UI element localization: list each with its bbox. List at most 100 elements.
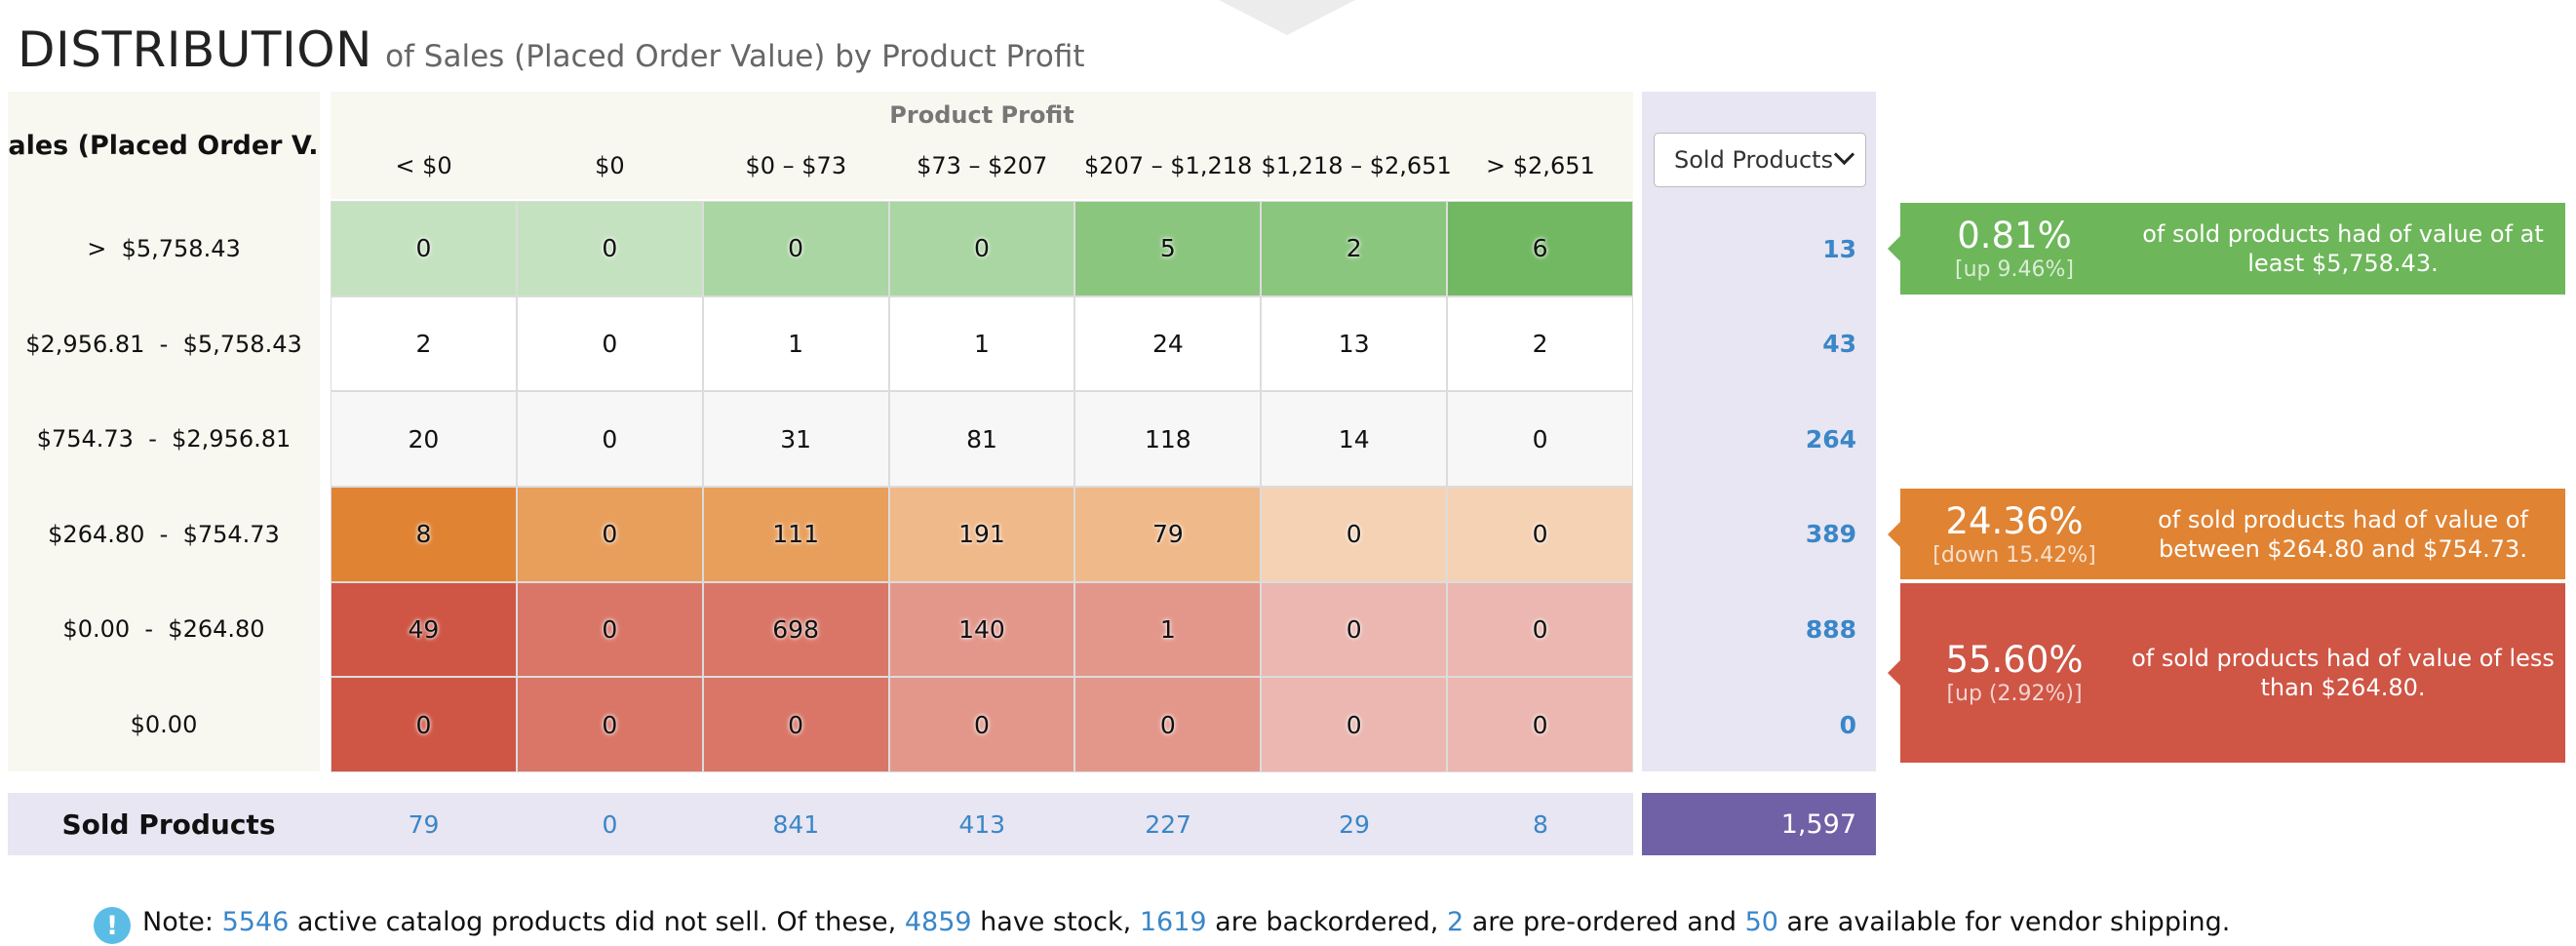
matrix-cell[interactable]: 81 [889, 392, 1074, 486]
column-header: > $2,651 [1486, 152, 1595, 179]
row-axis-header: Sales (Placed Order V... [8, 130, 320, 161]
matrix-cell[interactable]: 0 [517, 582, 702, 677]
total-metric-select-value: Sold Products [1674, 146, 1834, 174]
footer-column-total[interactable]: 0 [602, 809, 618, 839]
column-header: $0 [595, 152, 625, 179]
matrix-cell[interactable]: 0 [703, 202, 888, 296]
matrix-cell[interactable]: 111 [703, 487, 888, 581]
footer-column-total[interactable]: 841 [772, 809, 820, 839]
matrix-cell[interactable]: 1 [889, 296, 1074, 391]
row-total[interactable]: 0 [1839, 710, 1856, 739]
matrix-cell[interactable]: 0 [517, 296, 702, 391]
matrix-cell[interactable]: 0 [1448, 678, 1632, 771]
callout-percent: 0.81% [1957, 215, 2072, 257]
footer-column-total[interactable]: 8 [1532, 809, 1548, 839]
note-prefix: Note: [142, 907, 215, 937]
matrix-cell[interactable]: 5 [1075, 202, 1261, 296]
callout-stat: 55.60% [up (2.92%)] [1900, 639, 2128, 706]
matrix-cell[interactable]: 1 [1075, 582, 1261, 677]
matrix-cell[interactable]: 0 [889, 678, 1074, 771]
row-total[interactable]: 389 [1805, 520, 1856, 549]
matrix-cell[interactable]: 13 [1262, 296, 1447, 391]
matrix-cell[interactable]: 49 [332, 582, 516, 677]
matrix-cell[interactable]: 0 [332, 678, 516, 771]
callout-change: [down 15.42%] [1932, 543, 2096, 569]
row-label: $0.00 - $264.80 [62, 615, 265, 644]
matrix-cell[interactable]: 6 [1448, 202, 1632, 296]
callout-stat: 24.36% [down 15.42%] [1900, 500, 2128, 568]
matrix-cell[interactable]: 118 [1075, 392, 1261, 486]
note-link-vendor[interactable]: 50 [1744, 907, 1778, 937]
column-header: $207 – $1,218 [1083, 152, 1253, 179]
matrix-cell[interactable]: 0 [703, 678, 888, 771]
matrix-cell[interactable]: 0 [1075, 678, 1261, 771]
note-link-inactive[interactable]: 5546 [221, 907, 290, 937]
footer-totals-row: Sold Products 79 0 841 413 227 29 8 [8, 793, 1633, 855]
matrix-cell[interactable]: 0 [1448, 487, 1632, 581]
note-text-5: are available for vendor shipping. [1786, 907, 2231, 937]
row-label: $0.00 [130, 711, 198, 738]
row-total[interactable]: 43 [1822, 330, 1856, 359]
row-label: $754.73 - $2,956.81 [36, 425, 292, 453]
title-main: DISTRIBUTION [18, 21, 372, 78]
matrix-cell[interactable]: 698 [703, 582, 888, 677]
matrix-cell[interactable]: 1 [703, 296, 888, 391]
footer-column-total[interactable]: 79 [408, 809, 440, 839]
matrix-cell[interactable]: 0 [332, 202, 516, 296]
footer-label: Sold Products [61, 808, 276, 841]
row-total[interactable]: 888 [1805, 614, 1856, 644]
note-link-stock[interactable]: 4859 [904, 907, 972, 937]
row-total[interactable]: 264 [1805, 424, 1856, 453]
matrix-cell[interactable]: 8 [332, 487, 516, 581]
page-notch [1219, 0, 1355, 35]
note-text-2: have stock, [980, 907, 1132, 937]
distribution-matrix: 0 0 0 0 5 2 6 2 0 1 1 24 13 2 20 0 31 81 118 14 0 8 0 111 191 79 0… [331, 201, 1633, 772]
note-text-3: are backordered, [1215, 907, 1439, 937]
matrix-cell[interactable]: 140 [889, 582, 1074, 677]
matrix-cell[interactable]: 2 [1448, 296, 1632, 391]
matrix-cell[interactable]: 14 [1262, 392, 1447, 486]
column-axis-title: Product Profit [889, 101, 1074, 129]
footer-column-total[interactable]: 227 [1145, 809, 1191, 839]
info-icon: ! [94, 907, 131, 944]
matrix-cell[interactable]: 79 [1075, 487, 1261, 581]
note-link-backordered[interactable]: 1619 [1139, 907, 1207, 937]
matrix-cell[interactable]: 0 [517, 202, 702, 296]
chevron-down-icon [1833, 143, 1855, 166]
matrix-cell[interactable]: 2 [1262, 202, 1447, 296]
row-total[interactable]: 13 [1822, 234, 1856, 263]
matrix-cell[interactable]: 20 [332, 392, 516, 486]
column-header-band: Product Profit < $0 $0 $0 – $73 $73 – $207 $… [331, 92, 1633, 199]
column-header: < $0 [395, 152, 452, 179]
title-subtitle: of Sales (Placed Order Value) by Product… [385, 39, 1085, 74]
grand-total: 1,597 [1642, 793, 1876, 855]
matrix-cell[interactable]: 0 [1262, 582, 1447, 677]
row-label: $2,956.81 - $5,758.43 [25, 330, 302, 358]
footer-column-total[interactable]: 413 [958, 809, 1006, 839]
matrix-cell[interactable]: 0 [1448, 392, 1632, 486]
matrix-cell[interactable]: 0 [517, 678, 702, 771]
matrix-cell[interactable]: 31 [703, 392, 888, 486]
matrix-cell[interactable]: 0 [889, 202, 1074, 296]
footer-column-total[interactable]: 29 [1339, 809, 1370, 839]
matrix-cell[interactable]: 0 [517, 392, 702, 486]
matrix-cell[interactable]: 24 [1075, 296, 1261, 391]
matrix-cell[interactable]: 0 [1448, 582, 1632, 677]
callout-change: [up 9.46%] [1955, 257, 2074, 283]
note-link-preordered[interactable]: 2 [1446, 907, 1464, 937]
row-label-column: Sales (Placed Order V... > $5,758.43 $2,9… [8, 92, 320, 771]
insight-callout: 24.36% [down 15.42%] of sold products had … [1888, 488, 2565, 580]
unsold-note: Note: 5546 active catalog products did n… [142, 907, 2230, 937]
insight-callout: 0.81% [up 9.46%] of sold products had of v… [1888, 203, 2565, 295]
matrix-cell[interactable]: 2 [332, 296, 516, 391]
matrix-cell[interactable]: 0 [1262, 487, 1447, 581]
total-metric-select[interactable]: Sold Products [1654, 133, 1866, 187]
column-header: $1,218 – $2,651 [1261, 152, 1452, 179]
page-title: DISTRIBUTION of Sales (Placed Order Valu… [18, 21, 1085, 78]
matrix-cell[interactable]: 0 [517, 487, 702, 581]
row-label: > $5,758.43 [87, 235, 241, 262]
row-totals-column: Sold Products 13 43 264 389 888 0 [1642, 92, 1876, 771]
note-text-1: active catalog products did not sell. Of… [296, 907, 897, 937]
matrix-cell[interactable]: 0 [1262, 678, 1447, 771]
matrix-cell[interactable]: 191 [889, 487, 1074, 581]
